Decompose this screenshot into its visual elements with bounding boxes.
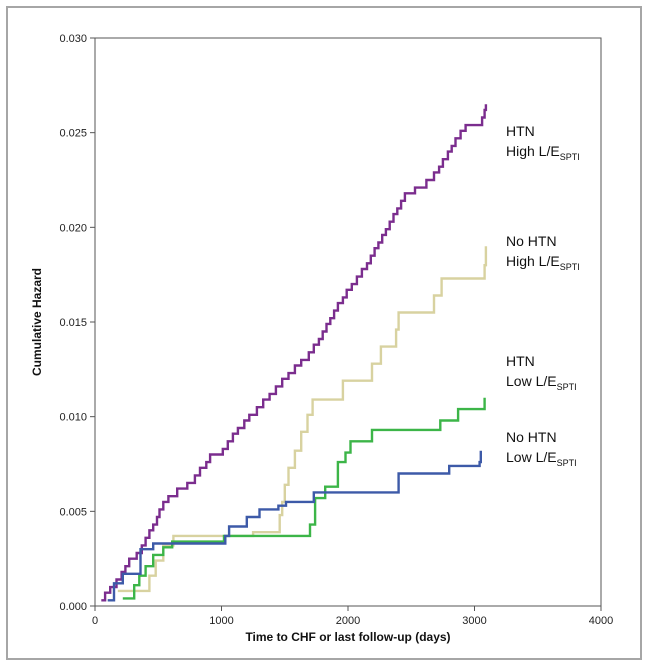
y-tick-label: 0.015 bbox=[59, 317, 87, 329]
x-axis-label: Time to CHF or last follow-up (days) bbox=[245, 630, 450, 644]
y-tick-label: 0.010 bbox=[59, 412, 87, 424]
y-tick-label: 0.000 bbox=[59, 601, 87, 613]
x-tick-label: 3000 bbox=[462, 615, 486, 627]
series-annotation-line1: No HTN bbox=[506, 429, 557, 445]
series-annotation-line2: Low L/ESPTI bbox=[506, 373, 577, 392]
y-tick-label: 0.025 bbox=[59, 128, 87, 140]
series-line-4 bbox=[107, 450, 482, 602]
series-annotation-line1: HTN bbox=[506, 353, 535, 369]
series-annotation-line1: HTN bbox=[506, 123, 535, 139]
y-tick-label: 0.030 bbox=[59, 33, 87, 45]
x-tick-label: 1000 bbox=[209, 615, 233, 627]
x-tick-label: 2000 bbox=[336, 615, 360, 627]
series-annotation-line2: Low L/ESPTI bbox=[506, 449, 577, 468]
series-line-1 bbox=[101, 104, 488, 602]
series-annotation-line1: No HTN bbox=[506, 233, 557, 249]
series-line-3 bbox=[122, 397, 486, 600]
series-annotation-line2: High L/ESPTI bbox=[506, 253, 580, 272]
series-annotation-line2: High L/ESPTI bbox=[506, 143, 580, 162]
chart-frame: 0.000 0.005 0.010 0.015 0.020 0.025 0.030 0 1000… bbox=[6, 6, 642, 660]
cumulative-hazard-chart: 0.000 0.005 0.010 0.015 0.020 0.025 0.030 0 1000… bbox=[30, 33, 613, 644]
y-tick-label: 0.005 bbox=[59, 506, 87, 518]
y-axis-label: Cumulative Hazard bbox=[30, 268, 44, 376]
series-line-2 bbox=[117, 246, 488, 593]
y-tick-label: 0.020 bbox=[59, 222, 87, 234]
x-tick-label: 4000 bbox=[589, 615, 613, 627]
x-tick-label: 0 bbox=[92, 615, 98, 627]
